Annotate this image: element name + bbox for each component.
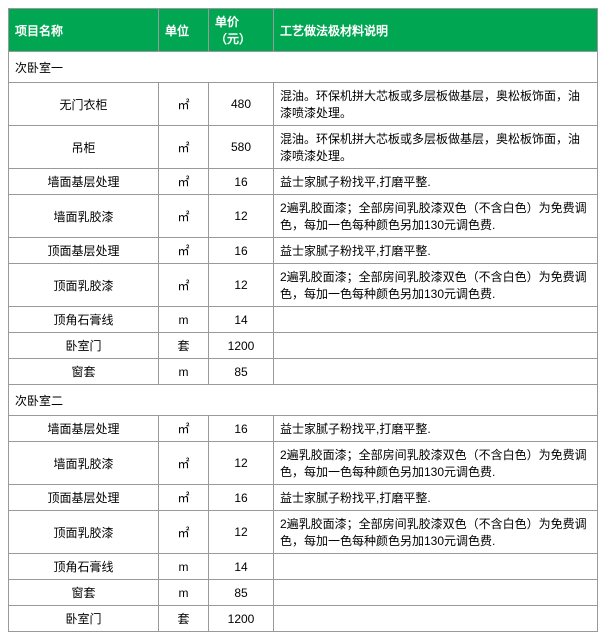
cell-name: 顶面乳胶漆: [9, 511, 159, 554]
cell-price: 16: [209, 485, 274, 511]
cell-unit: 套: [159, 333, 209, 359]
header-unit: 单位: [159, 9, 209, 52]
section-title: 次卧室二: [9, 385, 598, 416]
cell-desc: 2遍乳胶面漆；全部房间乳胶漆双色（不含白色）为免费调色，每加一色每种颜色另加13…: [274, 264, 598, 307]
table-row: 卧室门套1200: [9, 606, 598, 632]
cell-price: 16: [209, 169, 274, 195]
cell-name: 吊柜: [9, 126, 159, 169]
cell-name: 墙面基层处理: [9, 169, 159, 195]
cell-name: 顶角石膏线: [9, 307, 159, 333]
cell-name: 窗套: [9, 359, 159, 385]
cell-name: 墙面乳胶漆: [9, 442, 159, 485]
cell-price: 14: [209, 307, 274, 333]
cell-unit: ㎡: [159, 238, 209, 264]
cell-desc: [274, 307, 598, 333]
cell-price: 12: [209, 442, 274, 485]
table-row: 顶面基层处理㎡16益士家腻子粉找平,打磨平整.: [9, 238, 598, 264]
table-row: 窗套m85: [9, 359, 598, 385]
pricing-table: 项目名称 单位 单价（元） 工艺做法极材料说明 次卧室一无门衣柜㎡480混油。环…: [8, 8, 598, 632]
table-row: 墙面乳胶漆㎡122遍乳胶面漆；全部房间乳胶漆双色（不含白色）为免费调色，每加一色…: [9, 442, 598, 485]
cell-desc: 益士家腻子粉找平,打磨平整.: [274, 169, 598, 195]
header-name: 项目名称: [9, 9, 159, 52]
cell-desc: [274, 580, 598, 606]
table-row: 墙面乳胶漆㎡122遍乳胶面漆；全部房间乳胶漆双色（不含白色）为免费调色，每加一色…: [9, 195, 598, 238]
cell-name: 顶角石膏线: [9, 554, 159, 580]
cell-unit: ㎡: [159, 126, 209, 169]
cell-desc: 益士家腻子粉找平,打磨平整.: [274, 416, 598, 442]
cell-name: 卧室门: [9, 606, 159, 632]
cell-desc: 2遍乳胶面漆；全部房间乳胶漆双色（不含白色）为免费调色，每加一色每种颜色另加13…: [274, 511, 598, 554]
table-body: 次卧室一无门衣柜㎡480混油。环保机拼大芯板或多层板做基层，奥松板饰面，油漆喷漆…: [9, 52, 598, 632]
cell-desc: [274, 554, 598, 580]
cell-unit: m: [159, 554, 209, 580]
cell-desc: [274, 359, 598, 385]
cell-unit: ㎡: [159, 169, 209, 195]
table-row: 吊柜㎡580混油。环保机拼大芯板或多层板做基层，奥松板饰面，油漆喷漆处理。: [9, 126, 598, 169]
cell-price: 16: [209, 416, 274, 442]
cell-unit: ㎡: [159, 195, 209, 238]
cell-name: 墙面基层处理: [9, 416, 159, 442]
cell-unit: ㎡: [159, 83, 209, 126]
cell-unit: ㎡: [159, 416, 209, 442]
cell-price: 12: [209, 264, 274, 307]
cell-unit: ㎡: [159, 485, 209, 511]
cell-name: 顶面乳胶漆: [9, 264, 159, 307]
cell-price: 85: [209, 580, 274, 606]
table-row: 墙面基层处理㎡16益士家腻子粉找平,打磨平整.: [9, 416, 598, 442]
table-row: 无门衣柜㎡480混油。环保机拼大芯板或多层板做基层，奥松板饰面，油漆喷漆处理。: [9, 83, 598, 126]
cell-desc: [274, 606, 598, 632]
cell-name: 顶面基层处理: [9, 485, 159, 511]
table-row: 窗套m85: [9, 580, 598, 606]
cell-price: 480: [209, 83, 274, 126]
table-row: 顶面乳胶漆㎡122遍乳胶面漆；全部房间乳胶漆双色（不含白色）为免费调色，每加一色…: [9, 264, 598, 307]
cell-desc: [274, 333, 598, 359]
cell-desc: 益士家腻子粉找平,打磨平整.: [274, 238, 598, 264]
cell-unit: m: [159, 580, 209, 606]
section-title: 次卧室一: [9, 52, 598, 83]
cell-price: 85: [209, 359, 274, 385]
cell-unit: ㎡: [159, 442, 209, 485]
cell-desc: 混油。环保机拼大芯板或多层板做基层，奥松板饰面，油漆喷漆处理。: [274, 83, 598, 126]
header-price: 单价（元）: [209, 9, 274, 52]
cell-unit: 套: [159, 606, 209, 632]
table-row: 顶角石膏线m14: [9, 307, 598, 333]
cell-desc: 益士家腻子粉找平,打磨平整.: [274, 485, 598, 511]
cell-name: 墙面乳胶漆: [9, 195, 159, 238]
cell-name: 顶面基层处理: [9, 238, 159, 264]
cell-price: 1200: [209, 333, 274, 359]
cell-desc: 2遍乳胶面漆；全部房间乳胶漆双色（不含白色）为免费调色，每加一色每种颜色另加13…: [274, 442, 598, 485]
cell-unit: m: [159, 359, 209, 385]
cell-price: 14: [209, 554, 274, 580]
cell-price: 12: [209, 195, 274, 238]
table-row: 顶面基层处理㎡16益士家腻子粉找平,打磨平整.: [9, 485, 598, 511]
cell-desc: 2遍乳胶面漆；全部房间乳胶漆双色（不含白色）为免费调色，每加一色每种颜色另加13…: [274, 195, 598, 238]
table-row: 卧室门套1200: [9, 333, 598, 359]
cell-price: 12: [209, 511, 274, 554]
cell-name: 无门衣柜: [9, 83, 159, 126]
table-row: 墙面基层处理㎡16益士家腻子粉找平,打磨平整.: [9, 169, 598, 195]
table-header-row: 项目名称 单位 单价（元） 工艺做法极材料说明: [9, 9, 598, 52]
cell-unit: ㎡: [159, 511, 209, 554]
table-row: 顶面乳胶漆㎡122遍乳胶面漆；全部房间乳胶漆双色（不含白色）为免费调色，每加一色…: [9, 511, 598, 554]
table-row: 顶角石膏线m14: [9, 554, 598, 580]
cell-price: 580: [209, 126, 274, 169]
cell-price: 1200: [209, 606, 274, 632]
cell-unit: m: [159, 307, 209, 333]
cell-desc: 混油。环保机拼大芯板或多层板做基层，奥松板饰面，油漆喷漆处理。: [274, 126, 598, 169]
cell-name: 窗套: [9, 580, 159, 606]
header-desc: 工艺做法极材料说明: [274, 9, 598, 52]
cell-name: 卧室门: [9, 333, 159, 359]
cell-price: 16: [209, 238, 274, 264]
cell-unit: ㎡: [159, 264, 209, 307]
